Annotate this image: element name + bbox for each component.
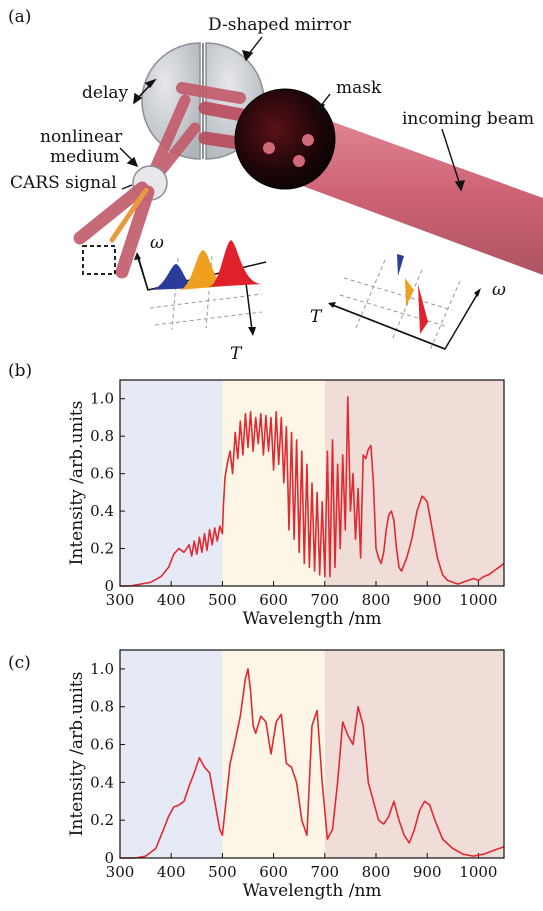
chart-b-xlabel: Wavelength /nm (242, 609, 381, 629)
orange-chirp (405, 278, 414, 306)
panel-c-label: (c) (8, 653, 31, 673)
chart-b-ticks: 300 400 500 600 700 800 900 1000 0 0.2 0.4 0.6 0.8 1.… (90, 390, 497, 609)
x-tick-label-900: 900 (413, 863, 442, 881)
y-tick-label-0: 0 (104, 577, 114, 595)
chart-c: (c) 300 400 500 600 700 800 900 1000 0 0.2 0.4 0.6 0… (8, 649, 505, 901)
y-tick-label-4: 0.8 (90, 427, 114, 445)
region-2 (324, 650, 504, 858)
x-tick-label-600: 600 (259, 591, 288, 609)
x-tick-label-700: 700 (310, 863, 339, 881)
signal-label: CARS signal (10, 173, 117, 193)
chart-b-series-line (120, 396, 505, 587)
incoming-beam (300, 110, 543, 275)
right-omega-label: ω (492, 280, 506, 300)
panel-a-label: (a) (8, 7, 31, 27)
region-1 (222, 650, 325, 858)
y-tick-label-1: 0.2 (90, 811, 114, 829)
x-tick-label-500: 500 (208, 863, 237, 881)
x-tick-label-1000: 1000 (459, 591, 497, 609)
orange-pulse (178, 250, 226, 290)
x-tick-label-400: 400 (157, 863, 186, 881)
chart-c-regions (120, 650, 504, 858)
x-tick-label-300: 300 (106, 591, 135, 609)
mask-label: mask (336, 78, 382, 98)
y-tick-label-5: 1.0 (90, 390, 114, 408)
mask (234, 88, 336, 190)
red-chirp (418, 284, 428, 334)
x-tick-label-800: 800 (362, 591, 391, 609)
right-time-frequency-plot: ω T (310, 254, 506, 351)
x-tick-label-700: 700 (310, 591, 339, 609)
chart-c-series-line (120, 668, 505, 859)
mirror-label: D-shaped mirror (208, 15, 352, 35)
y-tick-label-4: 0.8 (90, 698, 114, 716)
red-pulse (208, 240, 262, 287)
y-tick-label-2: 0.4 (90, 502, 114, 520)
output-beams (73, 181, 155, 279)
y-tick-label-5: 1.0 (90, 660, 114, 678)
x-tick-label-600: 600 (259, 863, 288, 881)
medium-label-line2: medium (50, 147, 120, 167)
blue-chirp (397, 254, 404, 276)
x-tick-label-400: 400 (157, 591, 186, 609)
region-0 (120, 650, 223, 858)
label-arrows (119, 36, 466, 192)
x-tick-label-900: 900 (413, 591, 442, 609)
region-2 (324, 380, 504, 586)
y-tick-label-2: 0.4 (90, 773, 114, 791)
x-tick-label-800: 800 (362, 863, 391, 881)
detection-box (82, 245, 116, 275)
chart-b-ylabel: Intensity /arb.units (67, 401, 87, 566)
x-tick-label-500: 500 (208, 591, 237, 609)
x-tick-label-1000: 1000 (459, 863, 497, 881)
right-t-label: T (310, 307, 323, 327)
chart-b-frame (119, 379, 505, 587)
region-0 (120, 380, 223, 586)
panel-b-label: (b) (8, 361, 32, 381)
chart-c-xlabel: Wavelength /nm (242, 881, 381, 901)
beam-label: incoming beam (402, 109, 534, 129)
y-tick-label-3: 0.6 (90, 736, 114, 754)
chart-b: (b) 300 400 500 600 700 800 900 1000 0 0.2 0.4 0.6 0… (8, 361, 505, 629)
y-tick-label-3: 0.6 (90, 465, 114, 483)
left-omega-label: ω (150, 233, 164, 253)
chart-b-regions (120, 380, 504, 586)
delay-label: delay (82, 83, 129, 103)
medium-label-line1: nonlinear (40, 127, 123, 147)
left-t-label: T (230, 344, 243, 364)
x-tick-label-300: 300 (106, 863, 135, 881)
y-tick-label-1: 0.2 (90, 540, 114, 558)
chart-c-frame (119, 649, 505, 859)
chart-c-ylabel: Intensity /arb.units (67, 672, 87, 837)
left-time-frequency-plot: ω T (134, 233, 267, 364)
blue-pulse (148, 264, 198, 290)
panel-a-schematic: (a) (8, 7, 543, 364)
y-tick-label-0: 0 (104, 849, 114, 867)
